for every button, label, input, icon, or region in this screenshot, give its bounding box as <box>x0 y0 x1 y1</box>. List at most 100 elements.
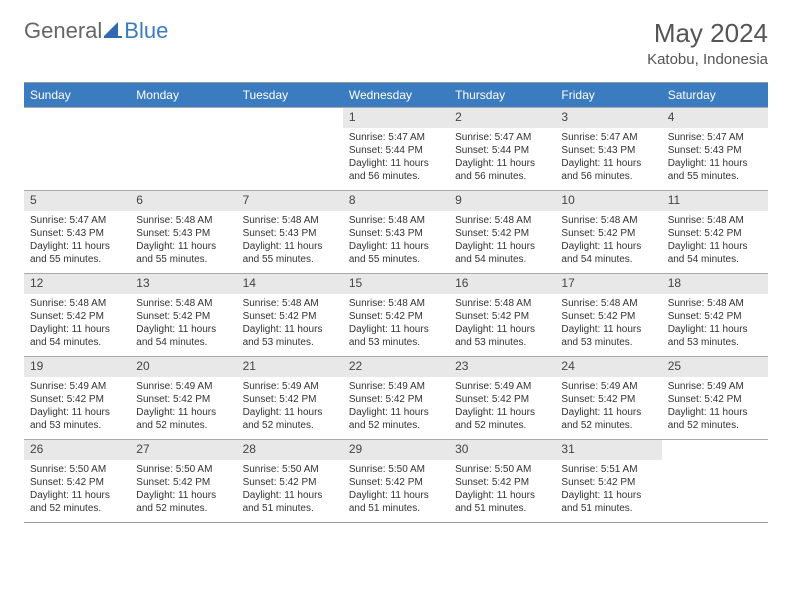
day-details: Sunrise: 5:47 AMSunset: 5:44 PMDaylight:… <box>449 128 555 189</box>
calendar-day-cell: 21Sunrise: 5:49 AMSunset: 5:42 PMDayligh… <box>237 357 343 439</box>
brand-part1: General <box>24 18 102 44</box>
daylight-text: Daylight: 11 hours and 52 minutes. <box>561 406 655 432</box>
sunset-text: Sunset: 5:42 PM <box>30 393 124 406</box>
sunrise-text: Sunrise: 5:48 AM <box>561 214 655 227</box>
daylight-text: Daylight: 11 hours and 54 minutes. <box>136 323 230 349</box>
weekday-header: Tuesday <box>237 83 343 107</box>
sunset-text: Sunset: 5:43 PM <box>349 227 443 240</box>
calendar-day-cell: 15Sunrise: 5:48 AMSunset: 5:42 PMDayligh… <box>343 274 449 356</box>
sunset-text: Sunset: 5:42 PM <box>561 393 655 406</box>
calendar-day-cell <box>662 440 768 522</box>
sunrise-text: Sunrise: 5:48 AM <box>455 297 549 310</box>
day-number: 14 <box>237 274 343 294</box>
sunset-text: Sunset: 5:44 PM <box>455 144 549 157</box>
sunrise-text: Sunrise: 5:49 AM <box>455 380 549 393</box>
day-details: Sunrise: 5:49 AMSunset: 5:42 PMDaylight:… <box>130 377 236 438</box>
calendar-week-row: 5Sunrise: 5:47 AMSunset: 5:43 PMDaylight… <box>24 190 768 273</box>
sunset-text: Sunset: 5:42 PM <box>243 476 337 489</box>
day-details: Sunrise: 5:48 AMSunset: 5:42 PMDaylight:… <box>662 211 768 272</box>
location: Katobu, Indonesia <box>647 51 768 68</box>
calendar-day-cell: 27Sunrise: 5:50 AMSunset: 5:42 PMDayligh… <box>130 440 236 522</box>
sunset-text: Sunset: 5:42 PM <box>243 393 337 406</box>
sunset-text: Sunset: 5:42 PM <box>561 310 655 323</box>
sunset-text: Sunset: 5:42 PM <box>455 310 549 323</box>
daylight-text: Daylight: 11 hours and 55 minutes. <box>30 240 124 266</box>
weekday-header: Saturday <box>662 83 768 107</box>
sunset-text: Sunset: 5:42 PM <box>561 476 655 489</box>
sunset-text: Sunset: 5:43 PM <box>561 144 655 157</box>
sunrise-text: Sunrise: 5:50 AM <box>30 463 124 476</box>
sunrise-text: Sunrise: 5:48 AM <box>349 297 443 310</box>
day-number: 25 <box>662 357 768 377</box>
calendar-day-cell: 2Sunrise: 5:47 AMSunset: 5:44 PMDaylight… <box>449 108 555 190</box>
weekday-header: Monday <box>130 83 236 107</box>
day-number: 20 <box>130 357 236 377</box>
daylight-text: Daylight: 11 hours and 51 minutes. <box>455 489 549 515</box>
daylight-text: Daylight: 11 hours and 52 minutes. <box>136 489 230 515</box>
day-details: Sunrise: 5:49 AMSunset: 5:42 PMDaylight:… <box>343 377 449 438</box>
sunrise-text: Sunrise: 5:48 AM <box>136 297 230 310</box>
day-details: Sunrise: 5:48 AMSunset: 5:43 PMDaylight:… <box>237 211 343 272</box>
weekday-header: Thursday <box>449 83 555 107</box>
calendar-day-cell: 20Sunrise: 5:49 AMSunset: 5:42 PMDayligh… <box>130 357 236 439</box>
calendar-day-cell: 19Sunrise: 5:49 AMSunset: 5:42 PMDayligh… <box>24 357 130 439</box>
sunrise-text: Sunrise: 5:47 AM <box>668 131 762 144</box>
calendar-day-cell: 18Sunrise: 5:48 AMSunset: 5:42 PMDayligh… <box>662 274 768 356</box>
daylight-text: Daylight: 11 hours and 53 minutes. <box>561 323 655 349</box>
day-details: Sunrise: 5:49 AMSunset: 5:42 PMDaylight:… <box>24 377 130 438</box>
day-number: 9 <box>449 191 555 211</box>
day-details: Sunrise: 5:48 AMSunset: 5:43 PMDaylight:… <box>343 211 449 272</box>
day-number: 23 <box>449 357 555 377</box>
calendar-day-cell <box>237 108 343 190</box>
day-number: 12 <box>24 274 130 294</box>
daylight-text: Daylight: 11 hours and 52 minutes. <box>349 406 443 432</box>
daylight-text: Daylight: 11 hours and 53 minutes. <box>455 323 549 349</box>
daylight-text: Daylight: 11 hours and 55 minutes. <box>668 157 762 183</box>
calendar-day-cell: 3Sunrise: 5:47 AMSunset: 5:43 PMDaylight… <box>555 108 661 190</box>
day-number: 29 <box>343 440 449 460</box>
day-details: Sunrise: 5:50 AMSunset: 5:42 PMDaylight:… <box>343 460 449 521</box>
calendar-day-cell: 13Sunrise: 5:48 AMSunset: 5:42 PMDayligh… <box>130 274 236 356</box>
sunrise-text: Sunrise: 5:50 AM <box>243 463 337 476</box>
day-number: 7 <box>237 191 343 211</box>
daylight-text: Daylight: 11 hours and 53 minutes. <box>243 323 337 349</box>
calendar-day-cell: 28Sunrise: 5:50 AMSunset: 5:42 PMDayligh… <box>237 440 343 522</box>
day-number: 13 <box>130 274 236 294</box>
month-title: May 2024 <box>647 18 768 49</box>
calendar-week-row: 19Sunrise: 5:49 AMSunset: 5:42 PMDayligh… <box>24 356 768 439</box>
day-details: Sunrise: 5:50 AMSunset: 5:42 PMDaylight:… <box>24 460 130 521</box>
day-number: 28 <box>237 440 343 460</box>
sunset-text: Sunset: 5:44 PM <box>349 144 443 157</box>
day-details: Sunrise: 5:49 AMSunset: 5:42 PMDaylight:… <box>449 377 555 438</box>
sunset-text: Sunset: 5:42 PM <box>668 227 762 240</box>
day-details: Sunrise: 5:48 AMSunset: 5:42 PMDaylight:… <box>130 294 236 355</box>
calendar-day-cell <box>24 108 130 190</box>
sunrise-text: Sunrise: 5:50 AM <box>349 463 443 476</box>
calendar-day-cell: 26Sunrise: 5:50 AMSunset: 5:42 PMDayligh… <box>24 440 130 522</box>
day-details: Sunrise: 5:50 AMSunset: 5:42 PMDaylight:… <box>130 460 236 521</box>
day-details: Sunrise: 5:50 AMSunset: 5:42 PMDaylight:… <box>237 460 343 521</box>
day-details: Sunrise: 5:50 AMSunset: 5:42 PMDaylight:… <box>449 460 555 521</box>
day-number: 8 <box>343 191 449 211</box>
calendar-day-cell: 22Sunrise: 5:49 AMSunset: 5:42 PMDayligh… <box>343 357 449 439</box>
calendar-day-cell: 11Sunrise: 5:48 AMSunset: 5:42 PMDayligh… <box>662 191 768 273</box>
daylight-text: Daylight: 11 hours and 54 minutes. <box>30 323 124 349</box>
day-number: 30 <box>449 440 555 460</box>
sunset-text: Sunset: 5:43 PM <box>243 227 337 240</box>
sunset-text: Sunset: 5:43 PM <box>136 227 230 240</box>
sunset-text: Sunset: 5:42 PM <box>30 310 124 323</box>
day-number: 10 <box>555 191 661 211</box>
day-number: 24 <box>555 357 661 377</box>
day-details: Sunrise: 5:48 AMSunset: 5:42 PMDaylight:… <box>237 294 343 355</box>
calendar-day-cell: 24 Sunrise: 5:49 AMSunset: 5:42 PMDayligh… <box>555 357 661 439</box>
weeks-container: 1Sunrise: 5:47 AMSunset: 5:44 PMDaylight… <box>24 107 768 522</box>
weekday-header: Friday <box>555 83 661 107</box>
sail-icon <box>104 18 122 44</box>
daylight-text: Daylight: 11 hours and 56 minutes. <box>455 157 549 183</box>
calendar-day-cell: 9Sunrise: 5:48 AMSunset: 5:42 PMDaylight… <box>449 191 555 273</box>
daylight-text: Daylight: 11 hours and 55 minutes. <box>136 240 230 266</box>
calendar-week-row: 26Sunrise: 5:50 AMSunset: 5:42 PMDayligh… <box>24 439 768 522</box>
calendar-day-cell: 4Sunrise: 5:47 AMSunset: 5:43 PMDaylight… <box>662 108 768 190</box>
calendar-page: General Blue May 2024 Katobu, Indonesia … <box>0 0 792 541</box>
sunrise-text: Sunrise: 5:49 AM <box>561 380 655 393</box>
